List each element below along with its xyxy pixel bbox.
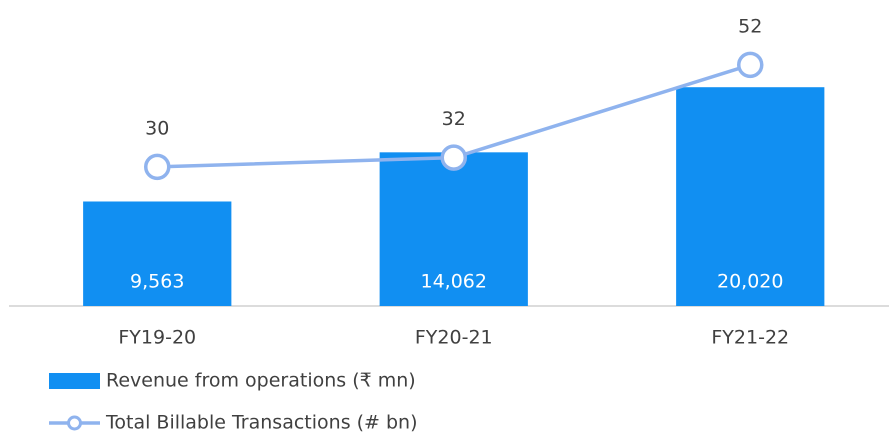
legend-swatch <box>49 373 100 389</box>
legend-swatch <box>67 415 82 431</box>
line-marker <box>144 153 171 181</box>
x-tick-label: FY20-21 <box>415 327 493 349</box>
legend-label: Revenue from operations (₹ mn) <box>106 370 416 392</box>
x-tick-label: FY19-20 <box>118 327 196 349</box>
bar <box>676 87 825 307</box>
legend-label: Total Billable Transactions (# bn) <box>105 412 418 433</box>
line-marker <box>737 51 764 79</box>
bar <box>379 152 528 306</box>
bar-value-label: 9,563 <box>130 271 184 293</box>
bar-value-label: 14,062 <box>421 271 487 293</box>
line-value-label: 30 <box>145 117 169 139</box>
bar-value-label: 20,020 <box>717 271 783 293</box>
x-tick-label: FY21-22 <box>711 327 789 349</box>
line-marker <box>440 144 467 171</box>
line-value-label: 32 <box>442 108 466 130</box>
bar <box>83 201 232 306</box>
line-value-label: 52 <box>738 15 762 37</box>
